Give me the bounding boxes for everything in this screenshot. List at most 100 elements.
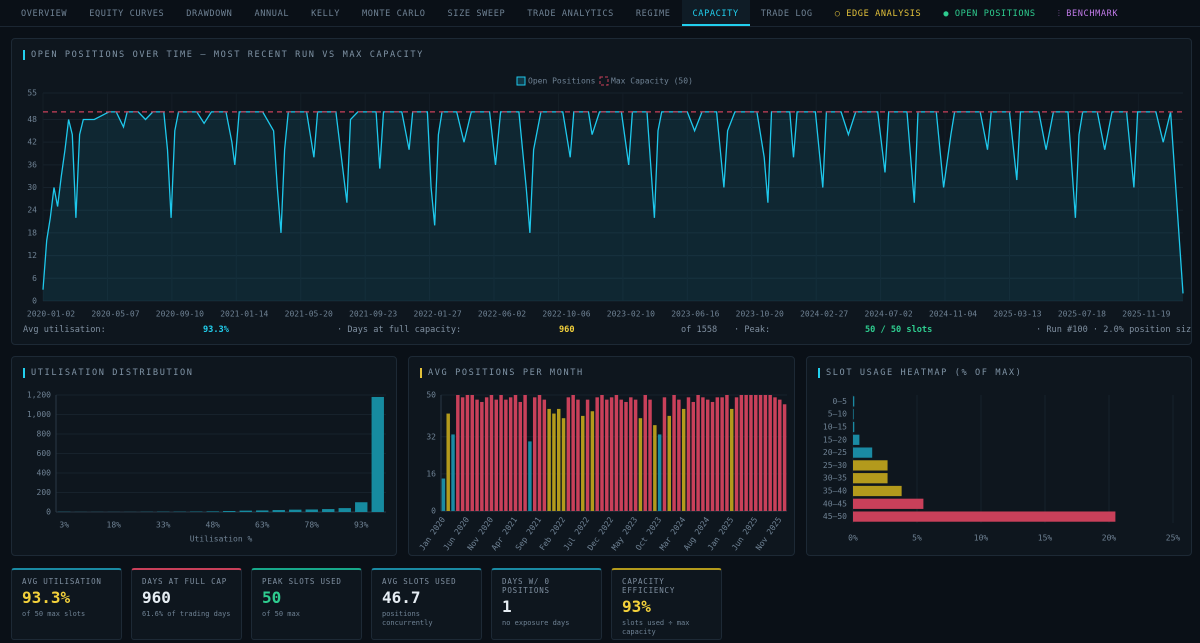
y-tick-label: 12 (27, 251, 37, 260)
bar (513, 395, 518, 511)
x-tick-label: 2024-02-27 (800, 310, 848, 319)
legend-label: Open Positions (528, 77, 596, 86)
kpi-label: CAPACITY EFFICIENCY (622, 577, 676, 595)
nav-tab[interactable]: ● OPEN POSITIONS (943, 9, 1036, 19)
bar (272, 510, 285, 512)
y-tick-label: 40–45 (823, 499, 847, 508)
bar (537, 395, 542, 511)
nav-tab[interactable]: ○ EDGE ANALYSIS (834, 9, 922, 19)
bar (758, 395, 763, 511)
bar (853, 485, 902, 497)
summary-value: 960 (559, 325, 575, 335)
bar (338, 508, 351, 512)
bar (629, 397, 633, 511)
y-tick-label: 0 (32, 297, 37, 306)
x-tick-label: 33% (156, 521, 171, 530)
kpi-label: DAYS AT FULL CAP (142, 577, 228, 586)
panel: UTILISATION DISTRIBUTION 0 200 400 600 800 1,… (11, 356, 397, 556)
y-tick-label: 36 (27, 160, 37, 169)
nav-tab[interactable]: DRAWDOWN (186, 9, 233, 19)
x-tick-label: 20% (1102, 534, 1117, 543)
x-tick-label: 0% (848, 534, 858, 543)
nav-tab[interactable]: REGIME (635, 9, 671, 19)
y-tick-label: 30 (27, 183, 37, 192)
bar (470, 395, 474, 511)
panel-title: AVG POSITIONS PER MONTH (420, 368, 584, 378)
bar (782, 404, 787, 511)
bar (696, 395, 700, 511)
x-tick-label: 63% (255, 521, 270, 530)
bar (480, 401, 484, 511)
x-tick-label: 2024-07-02 (865, 310, 913, 319)
nav-tab[interactable]: KELLY (311, 9, 340, 19)
y-tick-label: 600 (37, 449, 52, 458)
bar (508, 397, 513, 511)
bar (730, 408, 734, 511)
x-tick-label: 18% (107, 521, 122, 530)
x-tick-label: 2021-05-20 (285, 310, 333, 319)
bar (446, 413, 450, 511)
kpi-value: 960 (142, 588, 171, 607)
bar (585, 399, 590, 511)
nav-tab[interactable]: ⫶ BENCHMARK (1057, 9, 1119, 19)
bar (523, 395, 527, 511)
kpi-sub: of 50 max slots (22, 610, 86, 618)
bar (734, 397, 739, 511)
nav-tab[interactable]: ANNUAL (254, 9, 290, 19)
y-tick-label: 0–5 (833, 397, 848, 406)
bar (561, 418, 566, 511)
bar (715, 397, 720, 511)
chart: 0 200 400 600 800 1,000 1,200 3% 18% 33% 48% 63% 78%… (27, 391, 386, 544)
kpi-card: DAYS W/ 0 POSITIONS 1 no exposure days (491, 568, 602, 640)
kpi-sub: slots used ÷ max capacity (622, 619, 690, 636)
nav-tab[interactable]: TRADE ANALYTICS (527, 9, 614, 19)
bar (460, 397, 465, 511)
x-tick-label: 2021-09-23 (349, 310, 397, 319)
nav-tab[interactable]: CAPACITY (681, 0, 750, 26)
kpi-card: AVG UTILISATION 93.3% of 50 max slots (11, 568, 122, 640)
nav-tab[interactable]: MONTE CARLO (362, 9, 426, 19)
bar (662, 397, 667, 511)
bar (633, 399, 638, 511)
bar (705, 399, 710, 511)
summary-label: · Days at full capacity: (337, 325, 462, 335)
nav-tab[interactable]: TRADE LOG (760, 9, 813, 19)
bar (853, 460, 888, 471)
kpi-sub: no exposure days (502, 619, 570, 627)
bar (499, 395, 503, 511)
kpi-card: PEAK SLOTS USED 50 of 50 max (251, 568, 362, 640)
bar (638, 418, 643, 511)
bar (691, 401, 696, 511)
bar (614, 395, 619, 511)
y-tick-label: 48 (27, 115, 37, 124)
y-tick-label: 6 (32, 274, 37, 283)
nav-tab[interactable]: SIZE SWEEP (447, 9, 506, 19)
kpi-card: CAPACITY EFFICIENCY 93% slots used ÷ max c… (611, 568, 722, 640)
x-tick-label: 2022-10-06 (542, 310, 590, 319)
bar (355, 502, 368, 512)
bar (763, 395, 768, 511)
bar (853, 447, 873, 458)
x-tick-label: 2024-11-04 (929, 310, 977, 319)
bar (532, 397, 537, 511)
bar (624, 401, 628, 511)
summary-value: 93.3% (203, 325, 229, 335)
summary-label: · Run #100 · 2.0% position size (1036, 325, 1192, 335)
bar (739, 395, 744, 511)
bar (853, 473, 888, 484)
bar (853, 396, 855, 407)
kpi-value: 93% (622, 597, 651, 616)
x-tick-label: 2025-11-19 (1122, 310, 1170, 319)
x-tick-label: 78% (305, 521, 320, 530)
bar (749, 395, 753, 511)
y-tick-label: 30–35 (823, 474, 847, 483)
bar (595, 397, 599, 511)
nav-tab[interactable]: OVERVIEW (21, 9, 68, 19)
bar (773, 397, 777, 511)
kpi-sub: 61.6% of trading days (142, 610, 231, 618)
bar (778, 399, 782, 511)
bar (853, 498, 924, 509)
bar (322, 509, 335, 512)
nav-tab[interactable]: EQUITY CURVES (89, 9, 165, 19)
